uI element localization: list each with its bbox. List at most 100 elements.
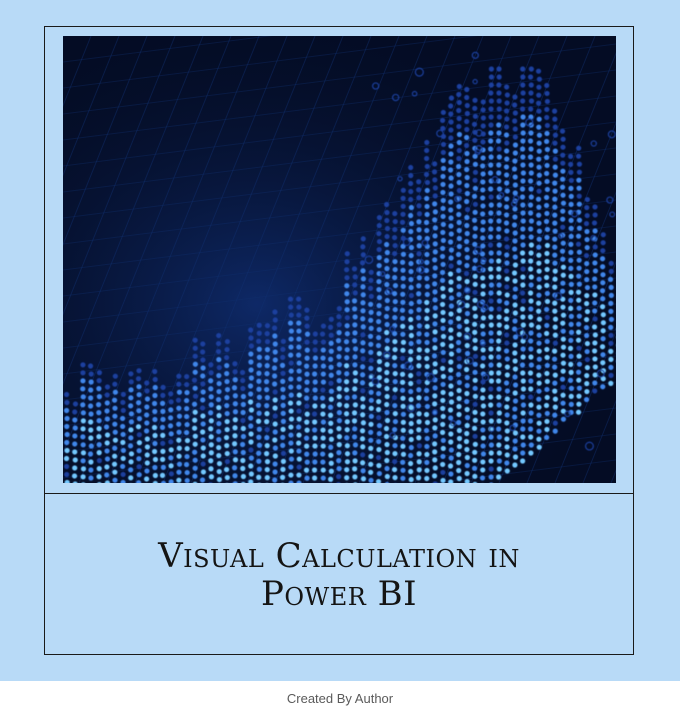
matrix-dot xyxy=(344,419,350,425)
matrix-dot xyxy=(192,353,198,359)
matrix-dot xyxy=(592,284,598,290)
matrix-dot xyxy=(416,395,422,401)
matrix-dot xyxy=(383,433,390,440)
matrix-dot xyxy=(136,416,143,422)
matrix-dot xyxy=(448,143,454,149)
matrix-dot xyxy=(512,294,518,300)
matrix-dot xyxy=(440,397,446,404)
matrix-dot xyxy=(504,156,510,162)
matrix-dot xyxy=(512,398,519,404)
matrix-dot xyxy=(80,362,86,368)
floating-dot xyxy=(609,211,616,218)
matrix-dot xyxy=(383,313,390,320)
matrix-dot xyxy=(375,342,382,349)
matrix-dot xyxy=(600,248,606,254)
matrix-dot xyxy=(552,340,558,346)
matrix-dot xyxy=(464,142,470,149)
grid-line xyxy=(63,36,120,177)
matrix-dot xyxy=(280,394,286,400)
matrix-dot xyxy=(256,370,262,376)
matrix-dot xyxy=(272,357,278,363)
matrix-dot xyxy=(520,130,526,136)
matrix-dot xyxy=(527,74,534,80)
matrix-dot xyxy=(496,298,503,304)
grid-line xyxy=(63,36,232,455)
matrix-dot xyxy=(304,387,310,393)
floating-dot xyxy=(474,246,483,255)
matrix-dot xyxy=(592,348,598,354)
matrix-dot xyxy=(200,429,206,435)
matrix-dot xyxy=(568,329,575,335)
matrix-dot xyxy=(160,432,166,438)
matrix-dot xyxy=(536,244,542,250)
matrix-dot xyxy=(296,392,302,398)
matrix-dot xyxy=(336,346,343,352)
matrix-dot xyxy=(216,380,222,387)
matrix-dot xyxy=(328,332,334,338)
matrix-dot xyxy=(343,411,350,417)
matrix-dot xyxy=(536,380,542,386)
matrix-dot xyxy=(352,290,358,296)
grid-line xyxy=(63,147,616,219)
matrix-dot xyxy=(448,335,454,341)
matrix-dot xyxy=(352,458,358,464)
matrix-dot xyxy=(608,324,614,330)
matrix-dot xyxy=(72,417,78,423)
matrix-dot xyxy=(328,316,334,322)
matrix-dot xyxy=(408,404,414,411)
matrix-dot xyxy=(504,388,511,394)
matrix-dot xyxy=(519,362,526,368)
matrix-dot xyxy=(96,458,102,464)
matrix-dot xyxy=(176,477,182,483)
matrix-dot xyxy=(552,348,558,354)
matrix-dot xyxy=(480,211,486,217)
matrix-dot xyxy=(496,218,502,224)
matrix-dot xyxy=(536,108,542,114)
matrix-dot xyxy=(528,258,534,264)
matrix-dot xyxy=(464,478,470,483)
matrix-dot xyxy=(64,431,70,438)
matrix-dot xyxy=(416,299,422,305)
matrix-dot xyxy=(352,346,359,352)
matrix-dot xyxy=(576,177,582,183)
matrix-dot xyxy=(568,169,574,175)
matrix-dot xyxy=(192,457,198,463)
matrix-dot xyxy=(496,394,502,400)
matrix-dot xyxy=(112,445,118,451)
matrix-dot xyxy=(175,397,182,403)
matrix-dot xyxy=(456,275,462,282)
grid-line xyxy=(442,52,616,483)
matrix-dot xyxy=(464,390,470,397)
matrix-dot xyxy=(351,394,358,400)
matrix-dot xyxy=(504,116,510,122)
matrix-dot xyxy=(296,312,302,318)
matrix-dot xyxy=(232,409,239,415)
matrix-dot xyxy=(408,412,414,419)
matrix-dot xyxy=(408,396,414,403)
matrix-dot xyxy=(440,141,447,148)
matrix-dot xyxy=(512,318,518,324)
matrix-dot xyxy=(496,146,502,152)
matrix-dot xyxy=(296,456,302,462)
matrix-dot xyxy=(432,297,438,303)
floating-dot xyxy=(585,441,594,451)
matrix-dot xyxy=(192,417,198,423)
matrix-dot xyxy=(208,426,214,432)
matrix-dot xyxy=(488,330,494,336)
matrix-dot xyxy=(280,418,286,424)
matrix-dot xyxy=(472,201,478,207)
matrix-dot xyxy=(544,250,550,257)
matrix-dot xyxy=(527,178,534,184)
matrix-dot xyxy=(448,423,454,429)
matrix-dot xyxy=(480,203,486,209)
matrix-dot xyxy=(528,218,535,224)
matrix-dot xyxy=(376,326,382,333)
matrix-dot xyxy=(416,339,422,345)
floating-dot xyxy=(553,292,563,301)
matrix-dot xyxy=(392,266,398,273)
matrix-dot xyxy=(408,444,414,451)
matrix-dot xyxy=(456,283,462,290)
matrix-dot xyxy=(97,482,102,483)
matrix-dot xyxy=(288,352,294,358)
matrix-dot xyxy=(392,386,398,393)
